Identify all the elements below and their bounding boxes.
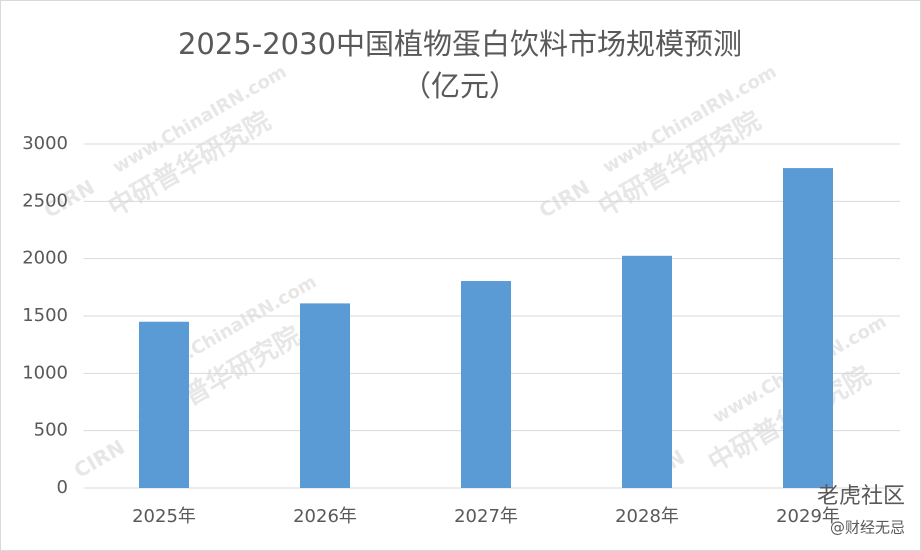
bar [622, 255, 672, 488]
y-tick-label: 3000 [22, 133, 68, 154]
y-tick-label: 0 [57, 477, 68, 498]
chart-title: 2025-2030中国植物蛋白饮料市场规模预测 [178, 27, 742, 61]
corner-watermark: 老虎社区 [817, 484, 905, 509]
y-tick-label: 2000 [22, 248, 68, 269]
x-tick-label: 2025年 [132, 506, 196, 527]
corner-watermark: @财经无忌 [830, 519, 905, 537]
x-tick-label: 2027年 [454, 506, 518, 527]
bar [461, 281, 511, 488]
bar [300, 303, 350, 488]
chart-subtitle: （亿元） [402, 69, 518, 103]
x-tick-label: 2026年 [293, 506, 357, 527]
bar [139, 321, 189, 488]
x-tick-label: 2028年 [615, 506, 679, 527]
y-tick-label: 1500 [22, 305, 68, 326]
bar [783, 168, 833, 488]
y-tick-label: 2500 [22, 190, 68, 211]
y-tick-label: 1000 [22, 362, 68, 383]
y-tick-label: 500 [34, 420, 68, 441]
x-tick-label: 2029年 [776, 506, 840, 527]
